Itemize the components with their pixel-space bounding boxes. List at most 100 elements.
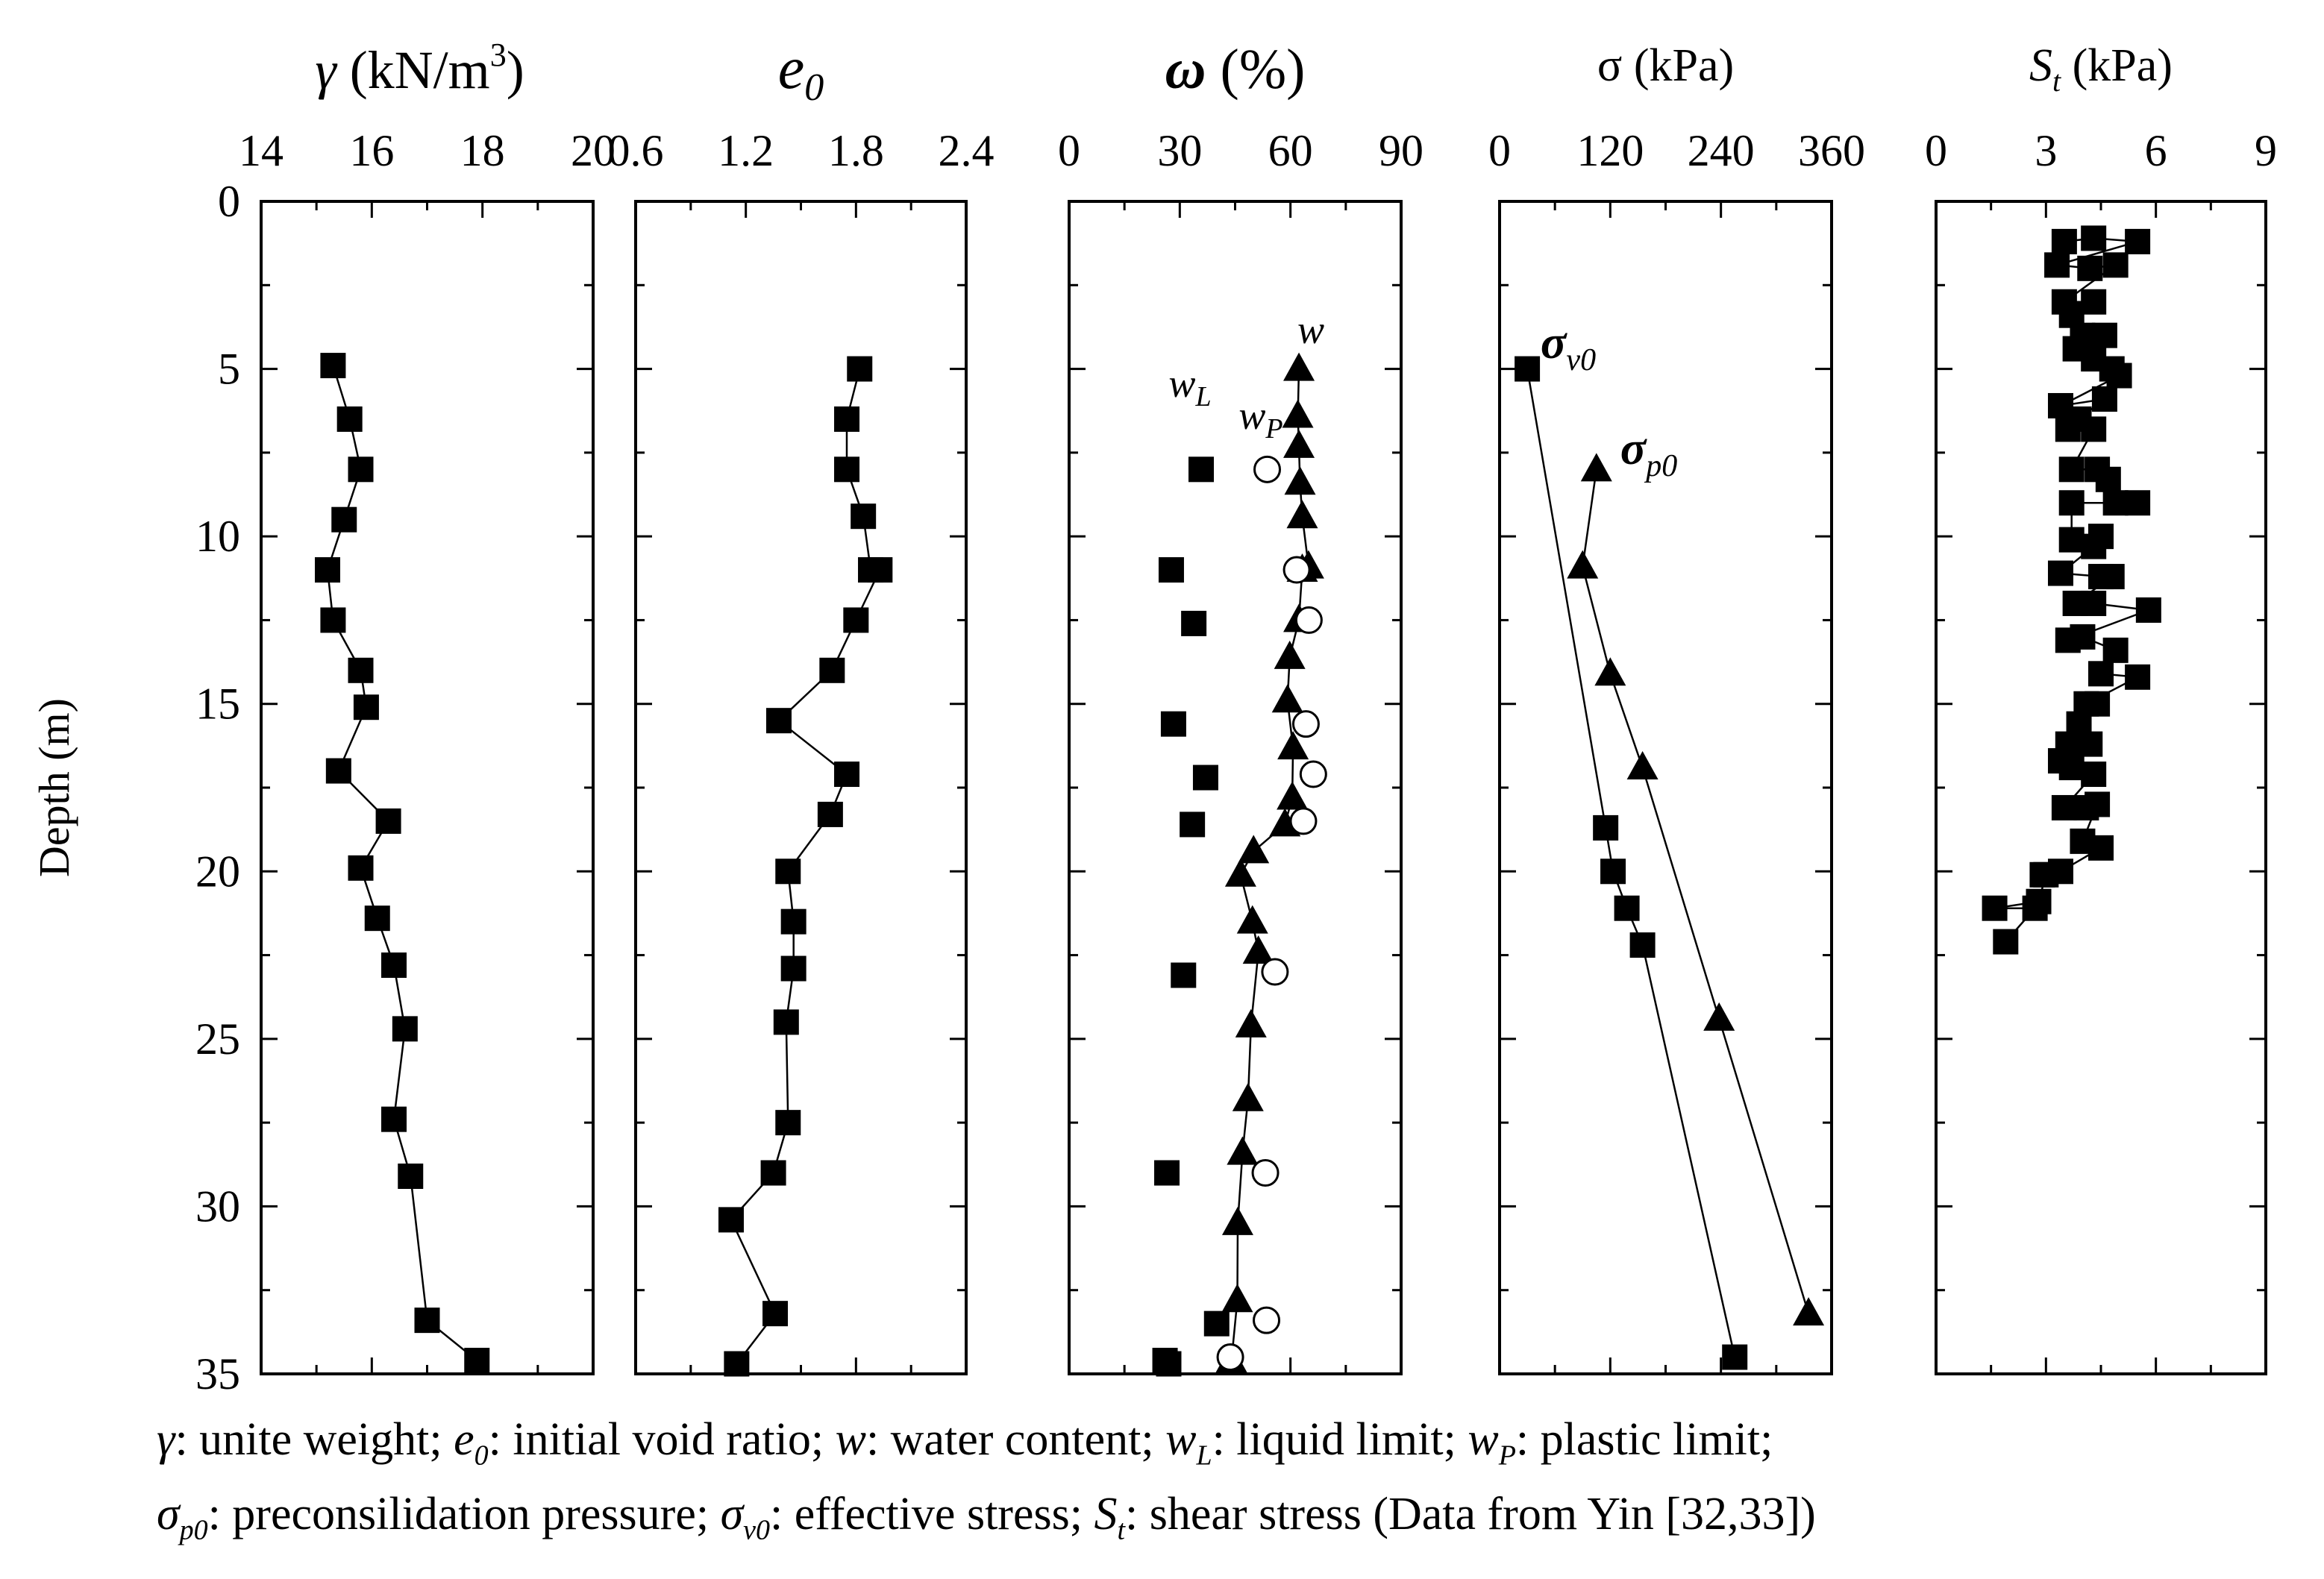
data-point-square bbox=[2033, 861, 2059, 888]
data-point-square bbox=[1160, 711, 1186, 737]
data-point-triangle bbox=[1238, 835, 1270, 864]
data-point-square bbox=[2047, 560, 2073, 586]
data-point-square bbox=[1600, 858, 1626, 885]
data-point-square bbox=[2106, 362, 2132, 389]
data-point-square bbox=[320, 353, 346, 379]
caption-sv0-symbol: σ bbox=[720, 1489, 744, 1539]
data-point-square bbox=[2058, 755, 2085, 781]
data-point-triangle bbox=[1567, 550, 1599, 579]
data-point-square bbox=[2099, 564, 2125, 590]
caption-wl-text: : liquid limit; bbox=[1212, 1414, 1456, 1465]
y-tick-label: 5 bbox=[218, 345, 240, 394]
data-point-square bbox=[780, 955, 806, 982]
data-point-square bbox=[1188, 456, 1215, 483]
data-point-square bbox=[2081, 416, 2107, 442]
data-point-square bbox=[348, 456, 374, 483]
label-w: w bbox=[1297, 307, 1324, 352]
data-point-triangle bbox=[1235, 1008, 1267, 1038]
data-point-square bbox=[398, 1164, 424, 1190]
x-tick-label: 0.6 bbox=[608, 126, 664, 175]
data-point-square bbox=[1158, 557, 1184, 583]
data-point-square bbox=[765, 708, 792, 734]
data-point-square bbox=[2081, 533, 2107, 559]
data-point-square bbox=[867, 557, 893, 583]
x-tick-label: 0 bbox=[1488, 126, 1511, 175]
data-point-square bbox=[1629, 932, 1656, 958]
panel-water-content: 0 30 60 90 bbox=[1058, 126, 1423, 1377]
data-point-square bbox=[834, 762, 860, 788]
x-tick-label: 120 bbox=[1576, 126, 1644, 175]
data-point-square bbox=[2081, 762, 2107, 788]
panel-title-stress: σ (kPa) bbox=[1597, 40, 1734, 91]
data-point-triangle bbox=[1703, 1002, 1735, 1031]
x-tick-label: 9 bbox=[2255, 126, 2277, 175]
data-point-triangle bbox=[1282, 399, 1314, 428]
caption-line-2: σp0: preconsilidation pressure; σv0: eff… bbox=[157, 1488, 1816, 1546]
data-point-square bbox=[773, 1009, 799, 1035]
data-point-square bbox=[2051, 794, 2077, 820]
data-point-square bbox=[1993, 929, 2019, 955]
x-tick-label: 0 bbox=[1925, 126, 1947, 175]
data-point-square bbox=[2135, 597, 2161, 623]
caption-st-sub: t bbox=[1117, 1514, 1126, 1546]
x-tick-label: 18 bbox=[460, 126, 505, 175]
data-point-square bbox=[2070, 624, 2096, 650]
series-w bbox=[1215, 352, 1324, 1373]
data-point-triangle bbox=[1271, 684, 1303, 713]
data-point-circle bbox=[1251, 1159, 1280, 1187]
caption-wl-sub: L bbox=[1196, 1440, 1212, 1472]
caption-e-symbol: e bbox=[454, 1414, 474, 1465]
data-point-square bbox=[2088, 661, 2114, 687]
data-point-square bbox=[2125, 664, 2151, 690]
data-point-square bbox=[775, 1110, 801, 1136]
data-point-triangle bbox=[1626, 751, 1659, 780]
data-point-square bbox=[2085, 791, 2111, 817]
caption-w-symbol: w bbox=[835, 1414, 866, 1465]
data-point-square bbox=[2125, 228, 2151, 254]
y-tick-label: 35 bbox=[195, 1349, 240, 1399]
data-point-triangle bbox=[1793, 1297, 1825, 1326]
caption-wp-text: : plastic limit; bbox=[1515, 1414, 1773, 1465]
data-point-square bbox=[2058, 490, 2085, 516]
data-point-square bbox=[1722, 1344, 1748, 1370]
x-tick-label: 1.8 bbox=[828, 126, 884, 175]
series-wP bbox=[1216, 455, 1327, 1372]
caption-sp0-symbol: σ bbox=[157, 1489, 180, 1539]
caption-sp0-text: : preconsilidation pressure; bbox=[207, 1489, 710, 1539]
data-point-square bbox=[348, 855, 374, 881]
label-wl: wL bbox=[1168, 361, 1211, 412]
series-σv0 bbox=[1515, 356, 1748, 1370]
series-σp0 bbox=[1567, 453, 1825, 1326]
data-point-square bbox=[1515, 356, 1541, 382]
caption-e-text: : initial void ratio; bbox=[488, 1414, 824, 1465]
data-point-square bbox=[364, 905, 390, 932]
data-point-circle bbox=[1253, 455, 1282, 483]
data-point-square bbox=[1593, 814, 1619, 841]
data-point-triangle bbox=[1232, 1082, 1264, 1111]
x-tick-label: 240 bbox=[1688, 126, 1755, 175]
data-point-triangle bbox=[1286, 500, 1318, 529]
data-point-circle bbox=[1282, 556, 1311, 584]
caption-line-1: γ: unite weight; e0: initial void ratio;… bbox=[157, 1413, 1773, 1472]
y-tick-label: 0 bbox=[218, 177, 240, 226]
panel-title-shear-strength: St (kPa) bbox=[2029, 40, 2173, 98]
series-line bbox=[1526, 368, 1736, 1357]
caption-gamma-symbol: γ bbox=[157, 1414, 175, 1465]
data-point-square bbox=[336, 406, 363, 432]
data-point-circle bbox=[1294, 606, 1323, 634]
data-point-triangle bbox=[1284, 466, 1316, 495]
x-tick-label: 0 bbox=[1058, 126, 1080, 175]
data-point-circle bbox=[1253, 1306, 1281, 1334]
caption-w-text: : water content; bbox=[865, 1414, 1154, 1465]
data-point-circle bbox=[1289, 807, 1318, 835]
data-point-square bbox=[1982, 895, 2008, 921]
data-point-square bbox=[2055, 416, 2081, 442]
data-point-square bbox=[2088, 835, 2114, 861]
data-point-square bbox=[348, 657, 374, 683]
data-point-square bbox=[325, 758, 351, 784]
caption-sv0-text: : effective stress; bbox=[770, 1489, 1083, 1539]
plot-frame bbox=[260, 200, 595, 1375]
panel-title-void-ratio: e0 bbox=[778, 36, 824, 109]
panel-stress: 0 120 240 360 bbox=[1488, 126, 1865, 1375]
plot-frame bbox=[1498, 200, 1833, 1375]
